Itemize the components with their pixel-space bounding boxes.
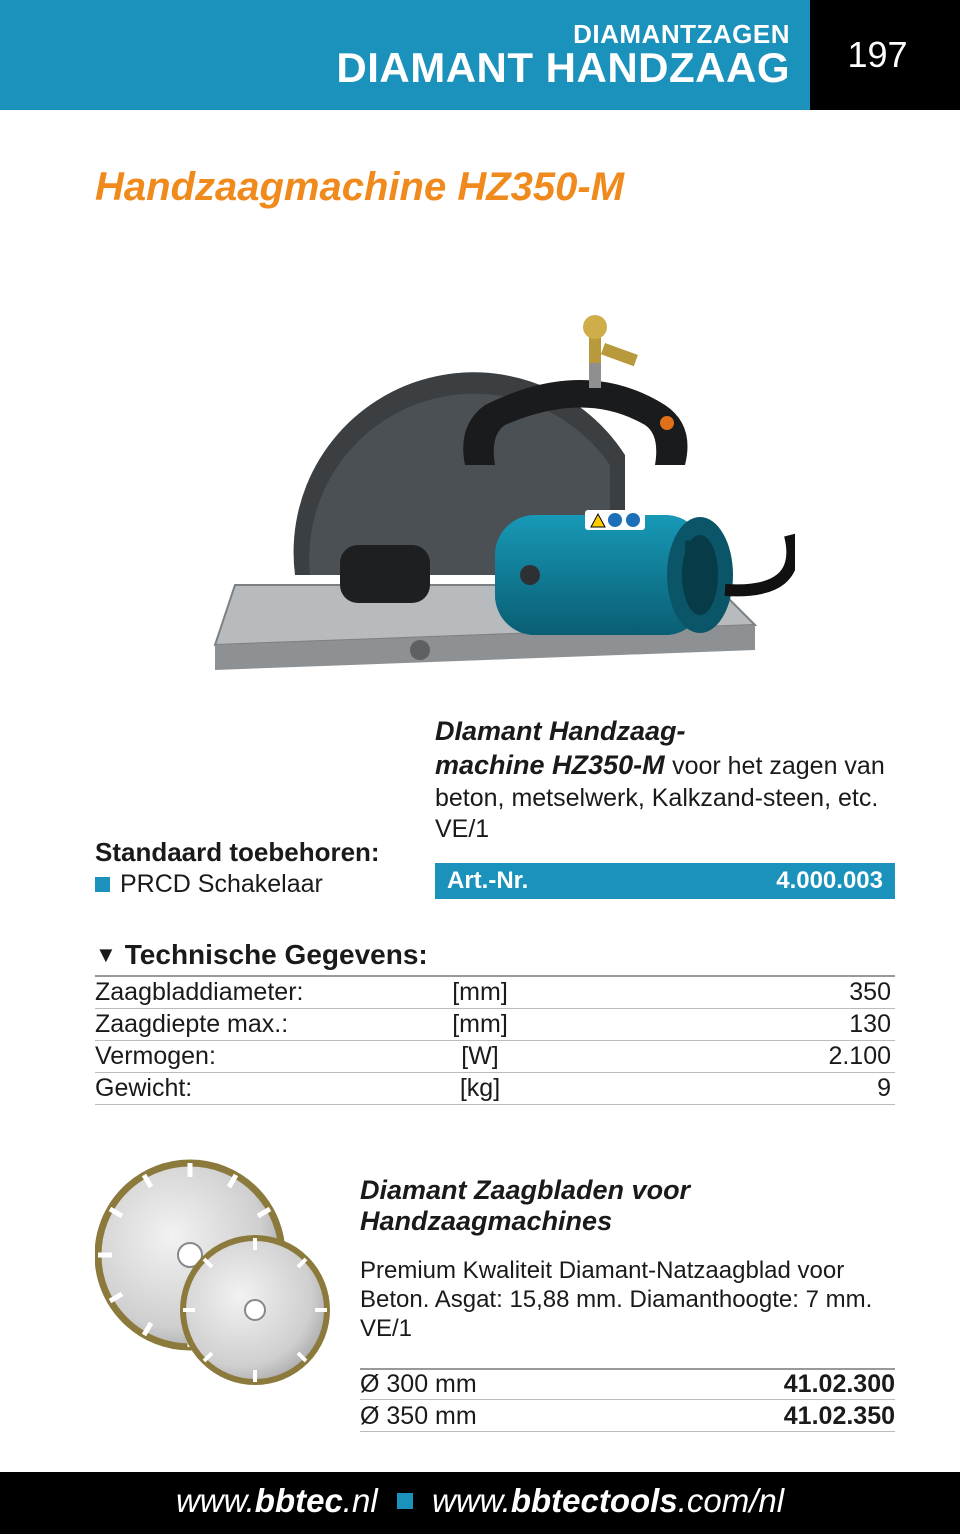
tech-label: Vermogen: bbox=[95, 1042, 425, 1071]
square-bullet-icon bbox=[95, 877, 110, 892]
product-photo bbox=[95, 235, 895, 705]
product-description: DIamant Handzaag-machine HZ350-M voor he… bbox=[435, 715, 895, 845]
tech-unit: [mm] bbox=[425, 978, 535, 1007]
product-info-row: Standaard toebehoren: PRCD Schakelaar DI… bbox=[95, 715, 895, 899]
product-title: Handzaagmachine HZ350-M bbox=[95, 165, 895, 210]
table-row: Zaagdiepte max.: [mm] 130 bbox=[95, 1009, 895, 1041]
desc-heading: DIamant Handzaag-machine HZ350-M bbox=[435, 716, 686, 780]
footer-url1-bold: bbtec bbox=[255, 1482, 343, 1519]
table-row: Vermogen: [W] 2.100 bbox=[95, 1041, 895, 1073]
blade-artnr: 41.02.300 bbox=[784, 1370, 895, 1399]
accessory-line: PRCD Schakelaar bbox=[95, 870, 395, 899]
tech-heading-row: ▼ Technische Gegevens: bbox=[95, 939, 895, 977]
tech-label: Zaagbladdiameter: bbox=[95, 978, 425, 1007]
blades-heading: Diamant Zaagbladen voor Handzaagmachines bbox=[360, 1175, 895, 1237]
table-row: Zaagbladdiameter: [mm] 350 bbox=[95, 977, 895, 1009]
tech-label: Zaagdiepte max.: bbox=[95, 1010, 425, 1039]
blades-section: Diamant Zaagbladen voor Handzaagmachines… bbox=[95, 1155, 895, 1432]
tech-label: Gewicht: bbox=[95, 1074, 425, 1103]
table-row: Ø 350 mm 41.02.350 bbox=[360, 1402, 895, 1432]
blades-description: Premium Kwaliteit Diamant-Natzaagblad vo… bbox=[360, 1257, 895, 1343]
artnr-bar: Art.-Nr. 4.000.003 bbox=[435, 863, 895, 899]
blades-table: Ø 300 mm 41.02.300 Ø 350 mm 41.02.350 bbox=[360, 1368, 895, 1432]
tech-unit: [W] bbox=[425, 1042, 535, 1071]
footer-url2-pre: www. bbox=[432, 1482, 511, 1519]
tech-value: 2.100 bbox=[535, 1042, 895, 1071]
header-pageno-box: 197 bbox=[810, 0, 960, 110]
accessories-block: Standaard toebehoren: PRCD Schakelaar bbox=[95, 837, 395, 899]
blades-photo bbox=[95, 1155, 335, 1385]
page-header: DIAMANTZAGEN DIAMANT HANDZAAG 197 bbox=[0, 0, 960, 110]
accessory-item: PRCD Schakelaar bbox=[120, 870, 323, 899]
tech-unit: [mm] bbox=[425, 1010, 535, 1039]
page-number: 197 bbox=[847, 34, 907, 76]
blades-text-block: Diamant Zaagbladen voor Handzaagmachines… bbox=[360, 1155, 895, 1432]
footer-url2-bold: bbtectools bbox=[511, 1482, 678, 1519]
header-category: DIAMANTZAGEN DIAMANT HANDZAAG bbox=[0, 0, 810, 110]
table-row: Ø 300 mm 41.02.300 bbox=[360, 1368, 895, 1400]
footer-url1-post: .nl bbox=[343, 1482, 378, 1519]
blade-size: Ø 300 mm bbox=[360, 1370, 477, 1399]
artnr-label: Art.-Nr. bbox=[447, 867, 528, 895]
saw-illustration bbox=[195, 255, 795, 685]
tech-heading: Technische Gegevens: bbox=[125, 939, 428, 971]
tech-unit: [kg] bbox=[425, 1074, 535, 1103]
accessories-label: Standaard toebehoren: bbox=[95, 837, 395, 868]
blade-illustration bbox=[95, 1155, 335, 1385]
tech-value: 130 bbox=[535, 1010, 895, 1039]
page-content: Handzaagmachine HZ350-M bbox=[0, 110, 960, 1472]
description-block: DIamant Handzaag-machine HZ350-M voor he… bbox=[435, 715, 895, 899]
page-footer: www.bbtec.nl www.bbtectools.com/nl bbox=[0, 1472, 960, 1534]
tech-value: 9 bbox=[535, 1074, 895, 1103]
artnr-value: 4.000.003 bbox=[776, 867, 883, 895]
table-row: Gewicht: [kg] 9 bbox=[95, 1073, 895, 1105]
square-separator-icon bbox=[397, 1493, 413, 1509]
triangle-down-icon: ▼ bbox=[95, 944, 117, 966]
blade-size: Ø 350 mm bbox=[360, 1402, 477, 1431]
footer-url2-post: .com/nl bbox=[678, 1482, 784, 1519]
category-big: DIAMANT HANDZAAG bbox=[336, 44, 790, 92]
blade-artnr: 41.02.350 bbox=[784, 1402, 895, 1431]
tech-value: 350 bbox=[535, 978, 895, 1007]
footer-url1-pre: www. bbox=[176, 1482, 255, 1519]
